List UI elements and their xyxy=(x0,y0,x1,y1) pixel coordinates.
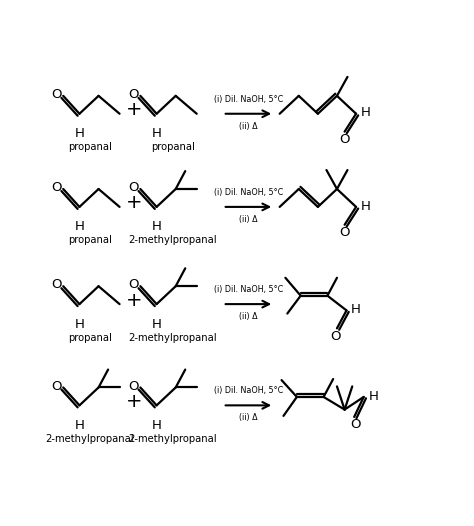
Text: (ii) Δ: (ii) Δ xyxy=(239,312,258,321)
Text: +: + xyxy=(126,100,143,119)
Text: +: + xyxy=(126,290,143,310)
Text: H: H xyxy=(74,318,84,331)
Text: H: H xyxy=(74,419,84,432)
Text: H: H xyxy=(152,419,162,432)
Text: H: H xyxy=(361,106,371,119)
Text: H: H xyxy=(152,127,162,140)
Text: H: H xyxy=(152,220,162,234)
Text: H: H xyxy=(361,199,371,213)
Text: O: O xyxy=(350,418,361,431)
Text: +: + xyxy=(126,194,143,213)
Text: (i) Dil. NaOH, 5°C: (i) Dil. NaOH, 5°C xyxy=(214,188,283,197)
Text: propanal: propanal xyxy=(68,142,112,152)
Text: H: H xyxy=(152,318,162,331)
Text: (i) Dil. NaOH, 5°C: (i) Dil. NaOH, 5°C xyxy=(214,95,283,104)
Text: 2-methylpropanal: 2-methylpropanal xyxy=(128,332,217,342)
Text: H: H xyxy=(74,220,84,234)
Text: (i) Dil. NaOH, 5°C: (i) Dil. NaOH, 5°C xyxy=(214,386,283,395)
Text: O: O xyxy=(128,88,139,101)
Text: 2-methylpropanal: 2-methylpropanal xyxy=(128,235,217,245)
Text: 2-methylpropanal: 2-methylpropanal xyxy=(128,434,217,444)
Text: (ii) Δ: (ii) Δ xyxy=(239,215,258,224)
Text: O: O xyxy=(51,278,62,291)
Text: O: O xyxy=(51,88,62,101)
Text: O: O xyxy=(339,133,350,146)
Text: (i) Dil. NaOH, 5°C: (i) Dil. NaOH, 5°C xyxy=(214,285,283,294)
Text: O: O xyxy=(128,380,139,393)
Text: propanal: propanal xyxy=(68,235,112,245)
Text: propanal: propanal xyxy=(68,332,112,342)
Text: propanal: propanal xyxy=(151,142,195,152)
Text: (ii) Δ: (ii) Δ xyxy=(239,413,258,422)
Text: O: O xyxy=(330,329,341,342)
Text: H: H xyxy=(351,303,361,316)
Text: O: O xyxy=(51,380,62,393)
Text: +: + xyxy=(126,392,143,411)
Text: O: O xyxy=(128,278,139,291)
Text: H: H xyxy=(74,127,84,140)
Text: O: O xyxy=(51,181,62,194)
Text: (ii) Δ: (ii) Δ xyxy=(239,122,258,131)
Text: O: O xyxy=(339,226,350,239)
Text: H: H xyxy=(368,390,378,402)
Text: O: O xyxy=(128,181,139,194)
Text: 2-methylpropanal: 2-methylpropanal xyxy=(46,434,134,444)
